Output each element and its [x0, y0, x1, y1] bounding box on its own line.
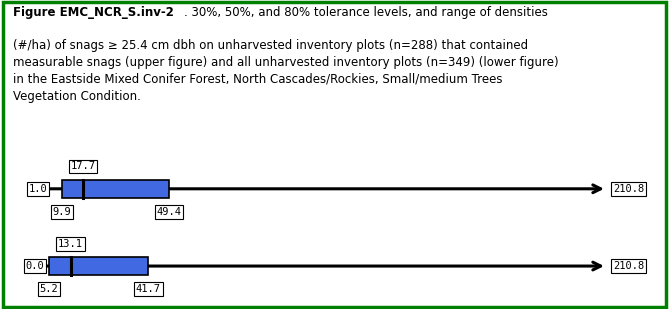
Text: 210.8: 210.8 [613, 184, 644, 194]
Text: (#/ha) of snags ≥ 25.4 cm dbh on unharvested inventory plots (n=288) that contai: (#/ha) of snags ≥ 25.4 cm dbh on unharve… [13, 39, 559, 103]
Text: 0.0: 0.0 [25, 261, 44, 271]
Text: 1.0: 1.0 [28, 184, 47, 194]
Text: 210.8: 210.8 [613, 261, 644, 271]
Text: 41.7: 41.7 [136, 284, 161, 294]
Bar [50, 257, 148, 275]
Bar [62, 180, 169, 198]
Text: 5.2: 5.2 [40, 284, 59, 294]
Text: 17.7: 17.7 [71, 162, 96, 171]
Text: 9.9: 9.9 [53, 207, 72, 217]
Text: 13.1: 13.1 [58, 239, 83, 249]
Text: Figure EMC_NCR_S.inv-2: Figure EMC_NCR_S.inv-2 [13, 6, 174, 19]
Text: 49.4: 49.4 [157, 207, 181, 217]
Text: . 30%, 50%, and 80% tolerance levels, and range of densities: . 30%, 50%, and 80% tolerance levels, an… [183, 6, 547, 19]
